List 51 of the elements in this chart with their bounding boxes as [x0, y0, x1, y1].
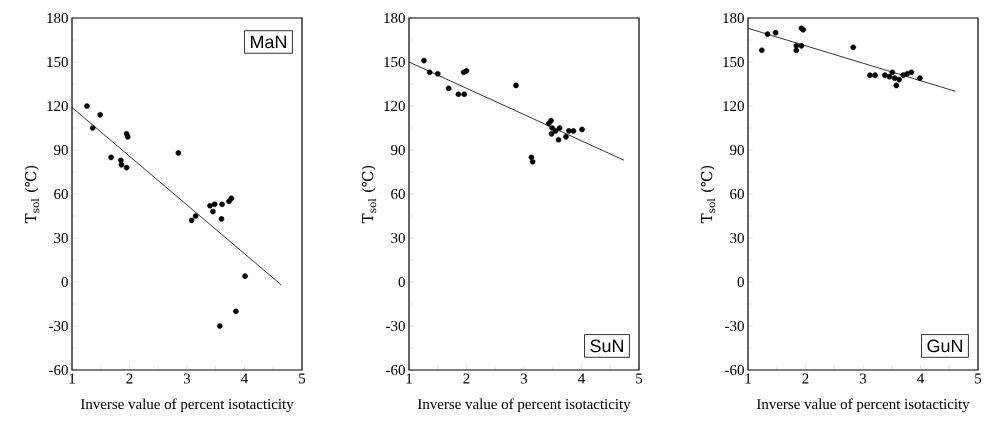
y-tick-label: 30: [54, 232, 68, 244]
x-tick-label: 4: [241, 373, 248, 384]
y-tick-label: -60: [725, 364, 744, 376]
text: SuN: [590, 339, 623, 353]
y-tick-label: 60: [391, 188, 405, 200]
y-tick-label: 120: [384, 100, 405, 112]
y-tick-label: 150: [384, 56, 405, 68]
y-tick-label: 60: [54, 188, 68, 200]
y-tick-label: 90: [730, 144, 744, 156]
y-tick-label: 150: [723, 56, 744, 68]
y-tick-label: 120: [723, 100, 744, 112]
y-tick-label: 0: [398, 276, 405, 288]
text: GuN: [927, 339, 962, 353]
text: MaN: [251, 35, 286, 49]
x-axis-title: Inverse value of percent isotacticity: [417, 398, 631, 413]
y-tick-label: 180: [47, 12, 68, 24]
x-tick-label: 5: [299, 373, 306, 384]
x-tick-label: 3: [859, 373, 867, 384]
y-axis-title: T$_{sol}$ (℃): [24, 165, 40, 224]
y-tick-label: 120: [47, 100, 68, 112]
x-axis-title: Inverse value of percent isotacticity: [80, 398, 294, 413]
x-tick-label: 2: [802, 373, 809, 384]
x-tick-label: 5: [636, 373, 643, 384]
x-tick-label: 1: [69, 373, 75, 384]
y-tick-label: 150: [47, 56, 68, 68]
x-tick-label: 4: [578, 373, 585, 384]
y-axis-title: T$_{sol}$ (℃): [700, 165, 716, 224]
x-tick-label: 5: [975, 373, 982, 384]
y-tick-label: 30: [391, 232, 405, 244]
x-tick-label: 4: [917, 373, 925, 384]
x-tick-label: 1: [406, 373, 412, 384]
x-axis-title: Inverse value of percent isotacticity: [756, 398, 970, 413]
x-tick-label: 2: [126, 373, 133, 384]
y-tick-label: 0: [61, 276, 68, 288]
y-tick-label: -60: [49, 364, 68, 376]
y-tick-label: -60: [386, 364, 405, 376]
y-tick-label: 90: [391, 144, 405, 156]
y-tick-label: 30: [730, 232, 744, 244]
y-tick-label: -30: [49, 320, 68, 332]
y-tick-label: -30: [725, 320, 744, 332]
y-tick-label: -30: [386, 320, 405, 332]
x-tick-label: 2: [463, 373, 470, 384]
x-tick-label: 3: [183, 373, 191, 384]
y-tick-label: 60: [730, 188, 744, 200]
y-tick-label: 0: [737, 276, 744, 288]
x-tick-label: 3: [520, 373, 528, 384]
y-tick-label: 180: [723, 12, 744, 24]
x-tick-label: 1: [745, 373, 751, 384]
y-axis-title: T$_{sol}$ (℃): [361, 165, 377, 224]
y-tick-label: 180: [384, 12, 405, 24]
y-tick-label: 90: [54, 144, 68, 156]
